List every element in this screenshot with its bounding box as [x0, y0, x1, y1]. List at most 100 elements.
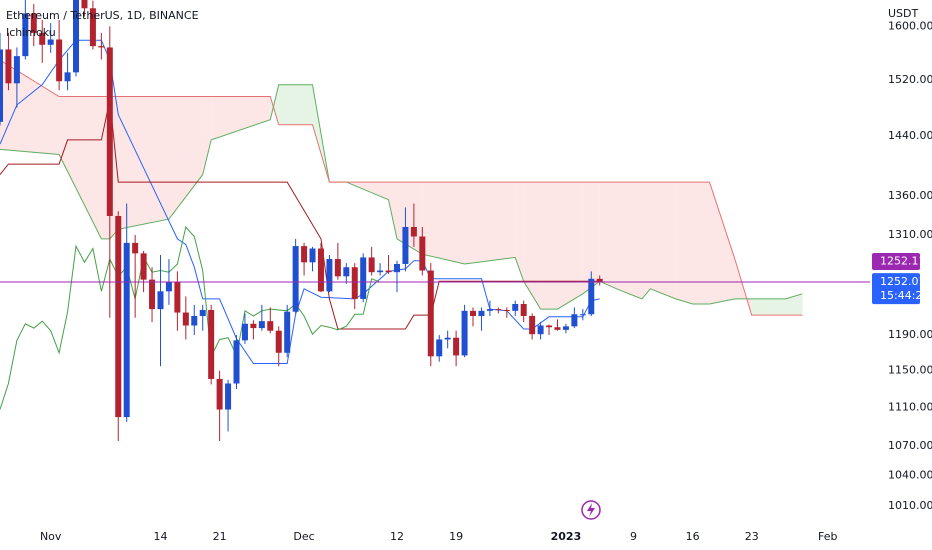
candle-body	[334, 259, 341, 277]
x-tick-label: Feb	[818, 530, 837, 543]
candle-body	[554, 327, 561, 330]
cloud-fill	[650, 182, 676, 299]
candle-body	[106, 47, 113, 216]
candle-body	[495, 309, 502, 311]
candle-body	[461, 310, 468, 356]
cloud-fill	[785, 293, 803, 316]
x-tick-label: 21	[213, 530, 227, 543]
x-tick-label: Nov	[40, 530, 62, 543]
candle-body	[157, 291, 164, 310]
cloud-fill	[388, 182, 397, 239]
candle-body	[30, 13, 37, 33]
cloud-fill	[641, 182, 651, 299]
candle-body	[512, 304, 519, 311]
cloud-fill	[523, 182, 541, 310]
y-tick-label: 1520.00	[888, 73, 932, 86]
candle-body	[368, 257, 375, 273]
candle-body	[402, 226, 409, 264]
y-axis-label: USDT	[888, 7, 919, 20]
candle-body	[562, 326, 569, 330]
cloud-fill	[540, 182, 558, 310]
cloud-fill	[278, 84, 313, 125]
cloud-fill	[616, 182, 642, 299]
candle-body	[73, 0, 80, 73]
x-tick-label: 19	[449, 530, 463, 543]
price-line-label-bg	[872, 253, 920, 271]
x-tick-label: 12	[390, 530, 404, 543]
x-tick-label: 16	[686, 530, 700, 543]
candle-body	[115, 215, 122, 418]
y-tick-label: 1010.00	[888, 499, 932, 512]
candle-body	[225, 383, 232, 410]
candle-body	[529, 315, 536, 335]
x-tick-label: Dec	[293, 530, 314, 543]
candle-body	[241, 323, 248, 341]
candle-body	[385, 270, 392, 273]
candle-body	[22, 13, 29, 57]
candle-body	[199, 309, 206, 316]
x-tick-label: 23	[745, 530, 759, 543]
cloud-fill	[118, 96, 169, 230]
candle-body	[149, 279, 156, 310]
candle-body	[579, 314, 586, 316]
y-tick-label: 1070.00	[888, 439, 932, 452]
candle-body	[250, 323, 257, 329]
alert-icon[interactable]	[581, 500, 601, 520]
cloud-fill	[202, 96, 212, 175]
last-price-label: 1252.01	[880, 275, 926, 288]
candle-body	[596, 278, 603, 283]
candle-body	[343, 267, 350, 277]
candle-body	[393, 263, 400, 273]
candle-body	[0, 49, 3, 122]
candle-body	[275, 330, 282, 353]
cloud-fill	[59, 96, 102, 239]
candle-body	[81, 0, 88, 9]
cloud-fill	[422, 182, 465, 264]
candle-body	[233, 340, 240, 384]
cloud-fill	[599, 182, 617, 289]
candle-body	[98, 46, 105, 48]
candle-body	[326, 259, 333, 292]
cloud-fill	[515, 182, 524, 282]
candle-body	[292, 246, 299, 312]
candle-body	[427, 270, 434, 357]
candle-body	[174, 282, 181, 313]
cloud-span-b	[0, 59, 803, 316]
cloud-span-a	[0, 84, 803, 310]
countdown-label: 15:44:20	[880, 289, 929, 302]
candle-body	[258, 321, 265, 329]
candle-body	[419, 236, 426, 271]
cloud-fill	[709, 182, 735, 305]
candle-body	[478, 310, 485, 316]
candle-body	[5, 49, 12, 84]
candle-body	[47, 39, 54, 45]
y-tick-label: 1600.00	[888, 19, 932, 32]
candle-body	[267, 321, 274, 331]
candle-body	[588, 278, 595, 315]
candle-body	[410, 226, 417, 237]
candle-body	[132, 242, 139, 254]
cloud-fill	[464, 182, 516, 264]
cloud-fill	[582, 182, 600, 294]
candle-body	[360, 257, 367, 299]
candle-body	[89, 8, 96, 47]
y-tick-label: 1150.00	[888, 364, 932, 377]
candle-body	[191, 315, 198, 326]
candle-body	[13, 56, 20, 84]
y-tick-label: 1440.00	[888, 129, 932, 142]
candle-body	[301, 246, 308, 263]
candle-body	[436, 339, 443, 357]
candle-body	[377, 270, 384, 273]
y-tick-label: 1110.00	[888, 401, 932, 414]
x-tick-label: 9	[630, 530, 637, 543]
candle-body	[182, 312, 189, 326]
candle-body	[216, 378, 223, 410]
candle-body	[444, 337, 451, 340]
y-tick-label: 1310.00	[888, 228, 932, 241]
x-tick-label: 14	[153, 530, 167, 543]
chart-title: Ethereum / TetherUS, 1D, BINANCE	[6, 9, 199, 22]
y-tick-label: 1190.00	[888, 328, 932, 341]
candle-body	[56, 39, 63, 82]
candle-body	[571, 314, 578, 327]
